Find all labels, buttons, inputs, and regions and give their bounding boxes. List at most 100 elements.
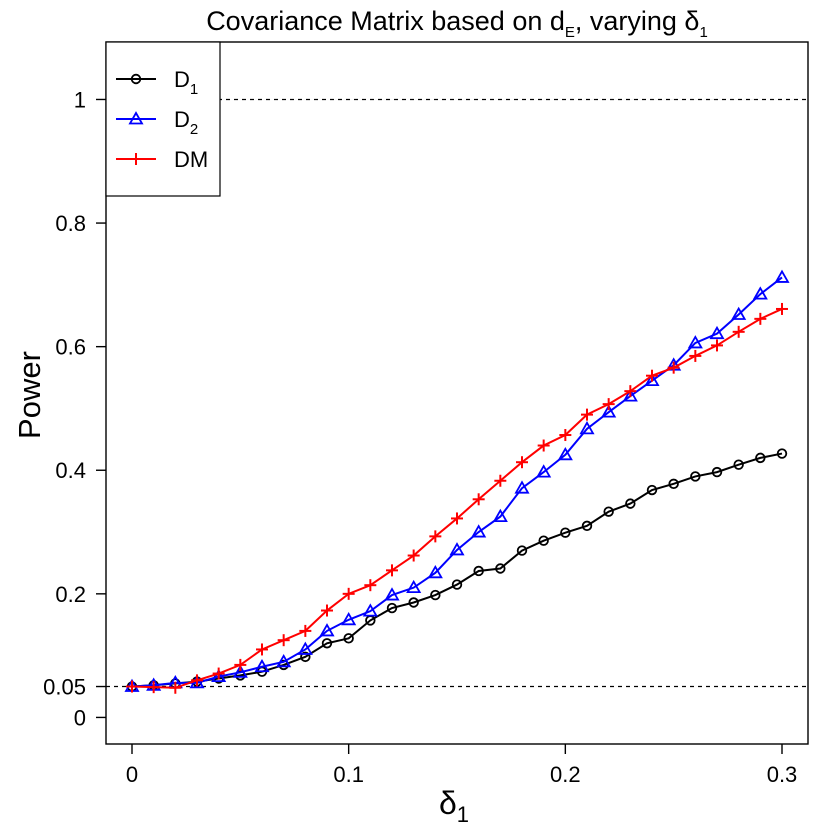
- point-d2-11: [362, 603, 378, 617]
- legend-item-dm: DM: [116, 147, 208, 172]
- x-tick-label-3: 0.3: [767, 762, 798, 787]
- point-d2-17: [492, 508, 508, 522]
- point-dm-3: [191, 674, 203, 687]
- point-d1-23: [625, 498, 636, 509]
- series-d1: [126, 448, 788, 692]
- point-d2-16: [471, 524, 487, 538]
- point-dm-10: [342, 587, 355, 600]
- point-dm-24: [646, 369, 658, 382]
- point-dm-18: [516, 456, 528, 469]
- point-d2-22: [601, 404, 617, 418]
- series-d2: [124, 269, 790, 692]
- point-dm-16: [472, 493, 485, 506]
- point-dm-29: [754, 312, 767, 325]
- point-dm-14: [429, 530, 442, 543]
- point-dm-8: [299, 624, 312, 637]
- point-d1-26: [690, 471, 701, 482]
- legend-label-d1: D1: [174, 67, 198, 98]
- point-d2-13: [406, 579, 422, 594]
- point-dm-6: [256, 643, 268, 656]
- point-d1-30: [776, 448, 788, 459]
- point-d2-18: [514, 480, 530, 494]
- series-dm: [126, 302, 788, 694]
- point-d1-19: [538, 535, 549, 546]
- point-d1-22: [603, 506, 614, 517]
- point-dm-22: [602, 398, 615, 411]
- point-d1-27: [711, 466, 723, 478]
- x-axis-title: δ1: [439, 785, 469, 827]
- point-dm-12: [386, 564, 398, 577]
- point-d2-9: [319, 623, 335, 637]
- legend-label-main-d1: D: [174, 67, 190, 92]
- point-d1-14: [430, 589, 441, 601]
- point-dm-28: [732, 325, 745, 338]
- legend-label-main-dm: DM: [174, 147, 208, 172]
- point-d1-17: [495, 563, 506, 574]
- point-dm-25: [667, 361, 680, 374]
- legend-marker-dm: [130, 153, 142, 165]
- series-line-d1: [131, 452, 783, 688]
- point-dm-30: [776, 302, 788, 315]
- point-d2-19: [536, 464, 552, 478]
- point-d2-26: [687, 335, 703, 349]
- legend-label-sub-d2: 2: [190, 121, 198, 138]
- y-tick-label-5: 0.8: [55, 211, 86, 236]
- chart-title-main-sub: E: [565, 24, 575, 41]
- point-d2-5: [232, 664, 248, 678]
- point-dm-5: [234, 658, 247, 671]
- y-tick-label-6: 1: [74, 87, 86, 112]
- legend-marker-d2: [128, 111, 144, 125]
- point-d2-30: [774, 269, 790, 283]
- point-d1-28: [733, 459, 744, 470]
- legend-label-dm: DM: [174, 147, 208, 172]
- point-d2-20: [557, 446, 573, 461]
- chart-title: Covariance Matrix based on dE, varying δ…: [206, 6, 708, 41]
- point-d1-13: [408, 597, 419, 608]
- point-d1-24: [646, 484, 658, 496]
- point-dm-9: [321, 604, 333, 617]
- y-tick-label-1: 0.05: [43, 675, 86, 700]
- point-d1-16: [473, 565, 484, 577]
- point-d1-8: [300, 651, 311, 663]
- legend-label-main-d2: D: [174, 107, 190, 132]
- point-d2-15: [449, 542, 465, 556]
- point-dm-26: [689, 349, 702, 362]
- series-line-dm: [131, 308, 783, 689]
- y-axis-title: Power: [12, 351, 47, 439]
- legend-item-d1: D1: [116, 67, 198, 98]
- point-d1-9: [321, 638, 333, 649]
- y-tick-label-4: 0.6: [55, 335, 86, 360]
- chart-title-tail: , varying δ: [575, 6, 700, 36]
- point-d2-4: [211, 668, 227, 683]
- point-d2-12: [384, 587, 400, 601]
- point-dm-21: [581, 408, 593, 421]
- point-d1-18: [516, 545, 528, 556]
- point-d2-27: [709, 325, 725, 340]
- point-d2-10: [341, 611, 357, 626]
- point-d1-10: [343, 633, 354, 644]
- point-d1-20: [560, 527, 571, 538]
- point-dm-13: [407, 549, 420, 562]
- y-tick-label-0: 0: [74, 705, 86, 730]
- x-tick-label-0: 0: [126, 762, 138, 787]
- legend-marker-d1: [130, 73, 142, 85]
- point-d1-29: [755, 452, 766, 464]
- point-d2-14: [427, 565, 443, 579]
- point-dm-0: [126, 680, 138, 693]
- plot-frame: [105, 41, 809, 745]
- point-d2-23: [622, 388, 638, 402]
- point-dm-19: [537, 439, 550, 452]
- point-dm-4: [212, 667, 225, 680]
- point-d2-29: [752, 286, 768, 300]
- y-tick-label-3: 0.4: [55, 458, 86, 483]
- point-d1-12: [386, 602, 398, 614]
- point-dm-11: [364, 579, 377, 592]
- x-axis-title-sub: 1: [457, 802, 469, 827]
- x-tick-label-1: 0.1: [333, 762, 364, 787]
- x-tick-label-2: 0.2: [550, 762, 581, 787]
- point-dm-23: [624, 385, 637, 398]
- legend-label-d2: D2: [174, 107, 198, 138]
- point-d1-25: [668, 478, 679, 490]
- point-dm-20: [559, 429, 572, 442]
